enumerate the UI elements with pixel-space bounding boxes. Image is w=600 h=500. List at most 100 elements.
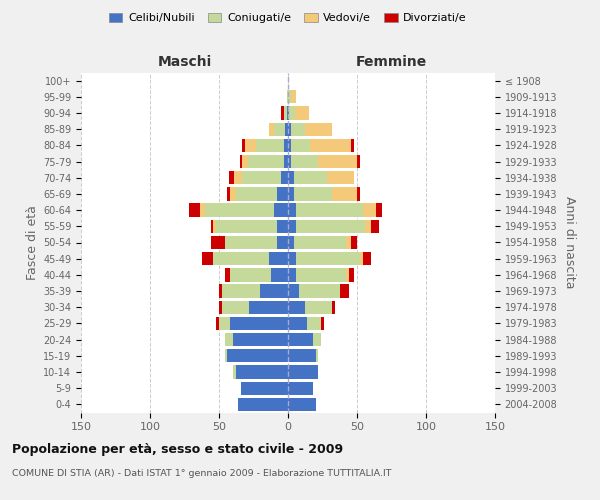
Bar [291,155,319,168]
Bar [233,333,288,346]
Bar [288,106,289,120]
Bar [305,122,332,136]
Bar [277,236,288,249]
Bar [362,252,371,266]
Y-axis label: Fasce di età: Fasce di età [26,205,39,280]
Bar [365,220,371,233]
Bar [293,236,346,249]
Bar [295,106,309,120]
Bar [371,220,379,233]
Bar [211,236,224,249]
Text: Popolazione per età, sesso e stato civile - 2009: Popolazione per età, sesso e stato civil… [12,442,343,456]
Bar [288,138,291,152]
Bar [216,317,219,330]
Bar [219,317,230,330]
Bar [352,236,357,249]
Bar [241,382,288,395]
Bar [274,122,285,136]
Bar [288,236,293,249]
Bar [376,204,382,217]
Bar [216,220,277,233]
Bar [288,317,307,330]
Bar [219,284,222,298]
Bar [288,382,313,395]
Bar [219,300,222,314]
Bar [214,220,216,233]
Text: Maschi: Maschi [157,56,212,70]
Bar [238,398,288,411]
Bar [340,284,349,298]
Bar [360,252,362,266]
Bar [321,317,324,330]
Bar [352,138,354,152]
Bar [357,155,360,168]
Text: Femmine: Femmine [356,56,427,70]
Bar [227,349,288,362]
Bar [299,284,340,298]
Bar [305,300,332,314]
Bar [224,268,230,281]
Bar [288,333,313,346]
Bar [277,220,288,233]
Bar [240,155,242,168]
Bar [200,204,205,217]
Bar [296,268,346,281]
Y-axis label: Anni di nascita: Anni di nascita [563,196,576,288]
Bar [319,155,357,168]
Bar [293,188,332,200]
Bar [332,300,335,314]
Bar [296,220,365,233]
Bar [224,236,277,249]
Bar [307,317,321,330]
Bar [288,398,316,411]
Bar [245,138,256,152]
Bar [349,268,354,281]
Bar [230,317,288,330]
Bar [230,268,271,281]
Bar [291,90,296,104]
Bar [222,300,250,314]
Bar [313,333,321,346]
Bar [250,300,288,314]
Bar [205,204,274,217]
Bar [288,204,296,217]
Bar [242,171,281,184]
Text: COMUNE DI STIA (AR) - Dati ISTAT 1° gennaio 2009 - Elaborazione TUTTITALIA.IT: COMUNE DI STIA (AR) - Dati ISTAT 1° genn… [12,469,392,478]
Bar [284,138,288,152]
Bar [188,204,200,217]
Bar [332,188,357,200]
Bar [214,252,269,266]
Bar [222,284,260,298]
Bar [288,122,291,136]
Bar [260,284,288,298]
Bar [281,171,288,184]
Bar [224,349,227,362]
Bar [285,122,288,136]
Bar [296,204,362,217]
Bar [357,188,360,200]
Bar [248,155,284,168]
Bar [288,284,299,298]
Bar [288,220,296,233]
Bar [229,171,234,184]
Bar [271,268,288,281]
Bar [234,171,242,184]
Bar [211,220,214,233]
Bar [224,333,233,346]
Bar [362,204,376,217]
Bar [202,252,214,266]
Bar [274,204,288,217]
Bar [291,122,305,136]
Bar [310,138,352,152]
Bar [256,138,284,152]
Bar [288,188,293,200]
Bar [288,155,291,168]
Bar [291,138,310,152]
Bar [289,106,295,120]
Bar [288,90,291,104]
Bar [236,366,288,378]
Legend: Celibi/Nubili, Coniugati/e, Vedovi/e, Divorziati/e: Celibi/Nubili, Coniugati/e, Vedovi/e, Di… [105,8,471,28]
Bar [346,236,352,249]
Bar [230,188,236,200]
Bar [269,252,288,266]
